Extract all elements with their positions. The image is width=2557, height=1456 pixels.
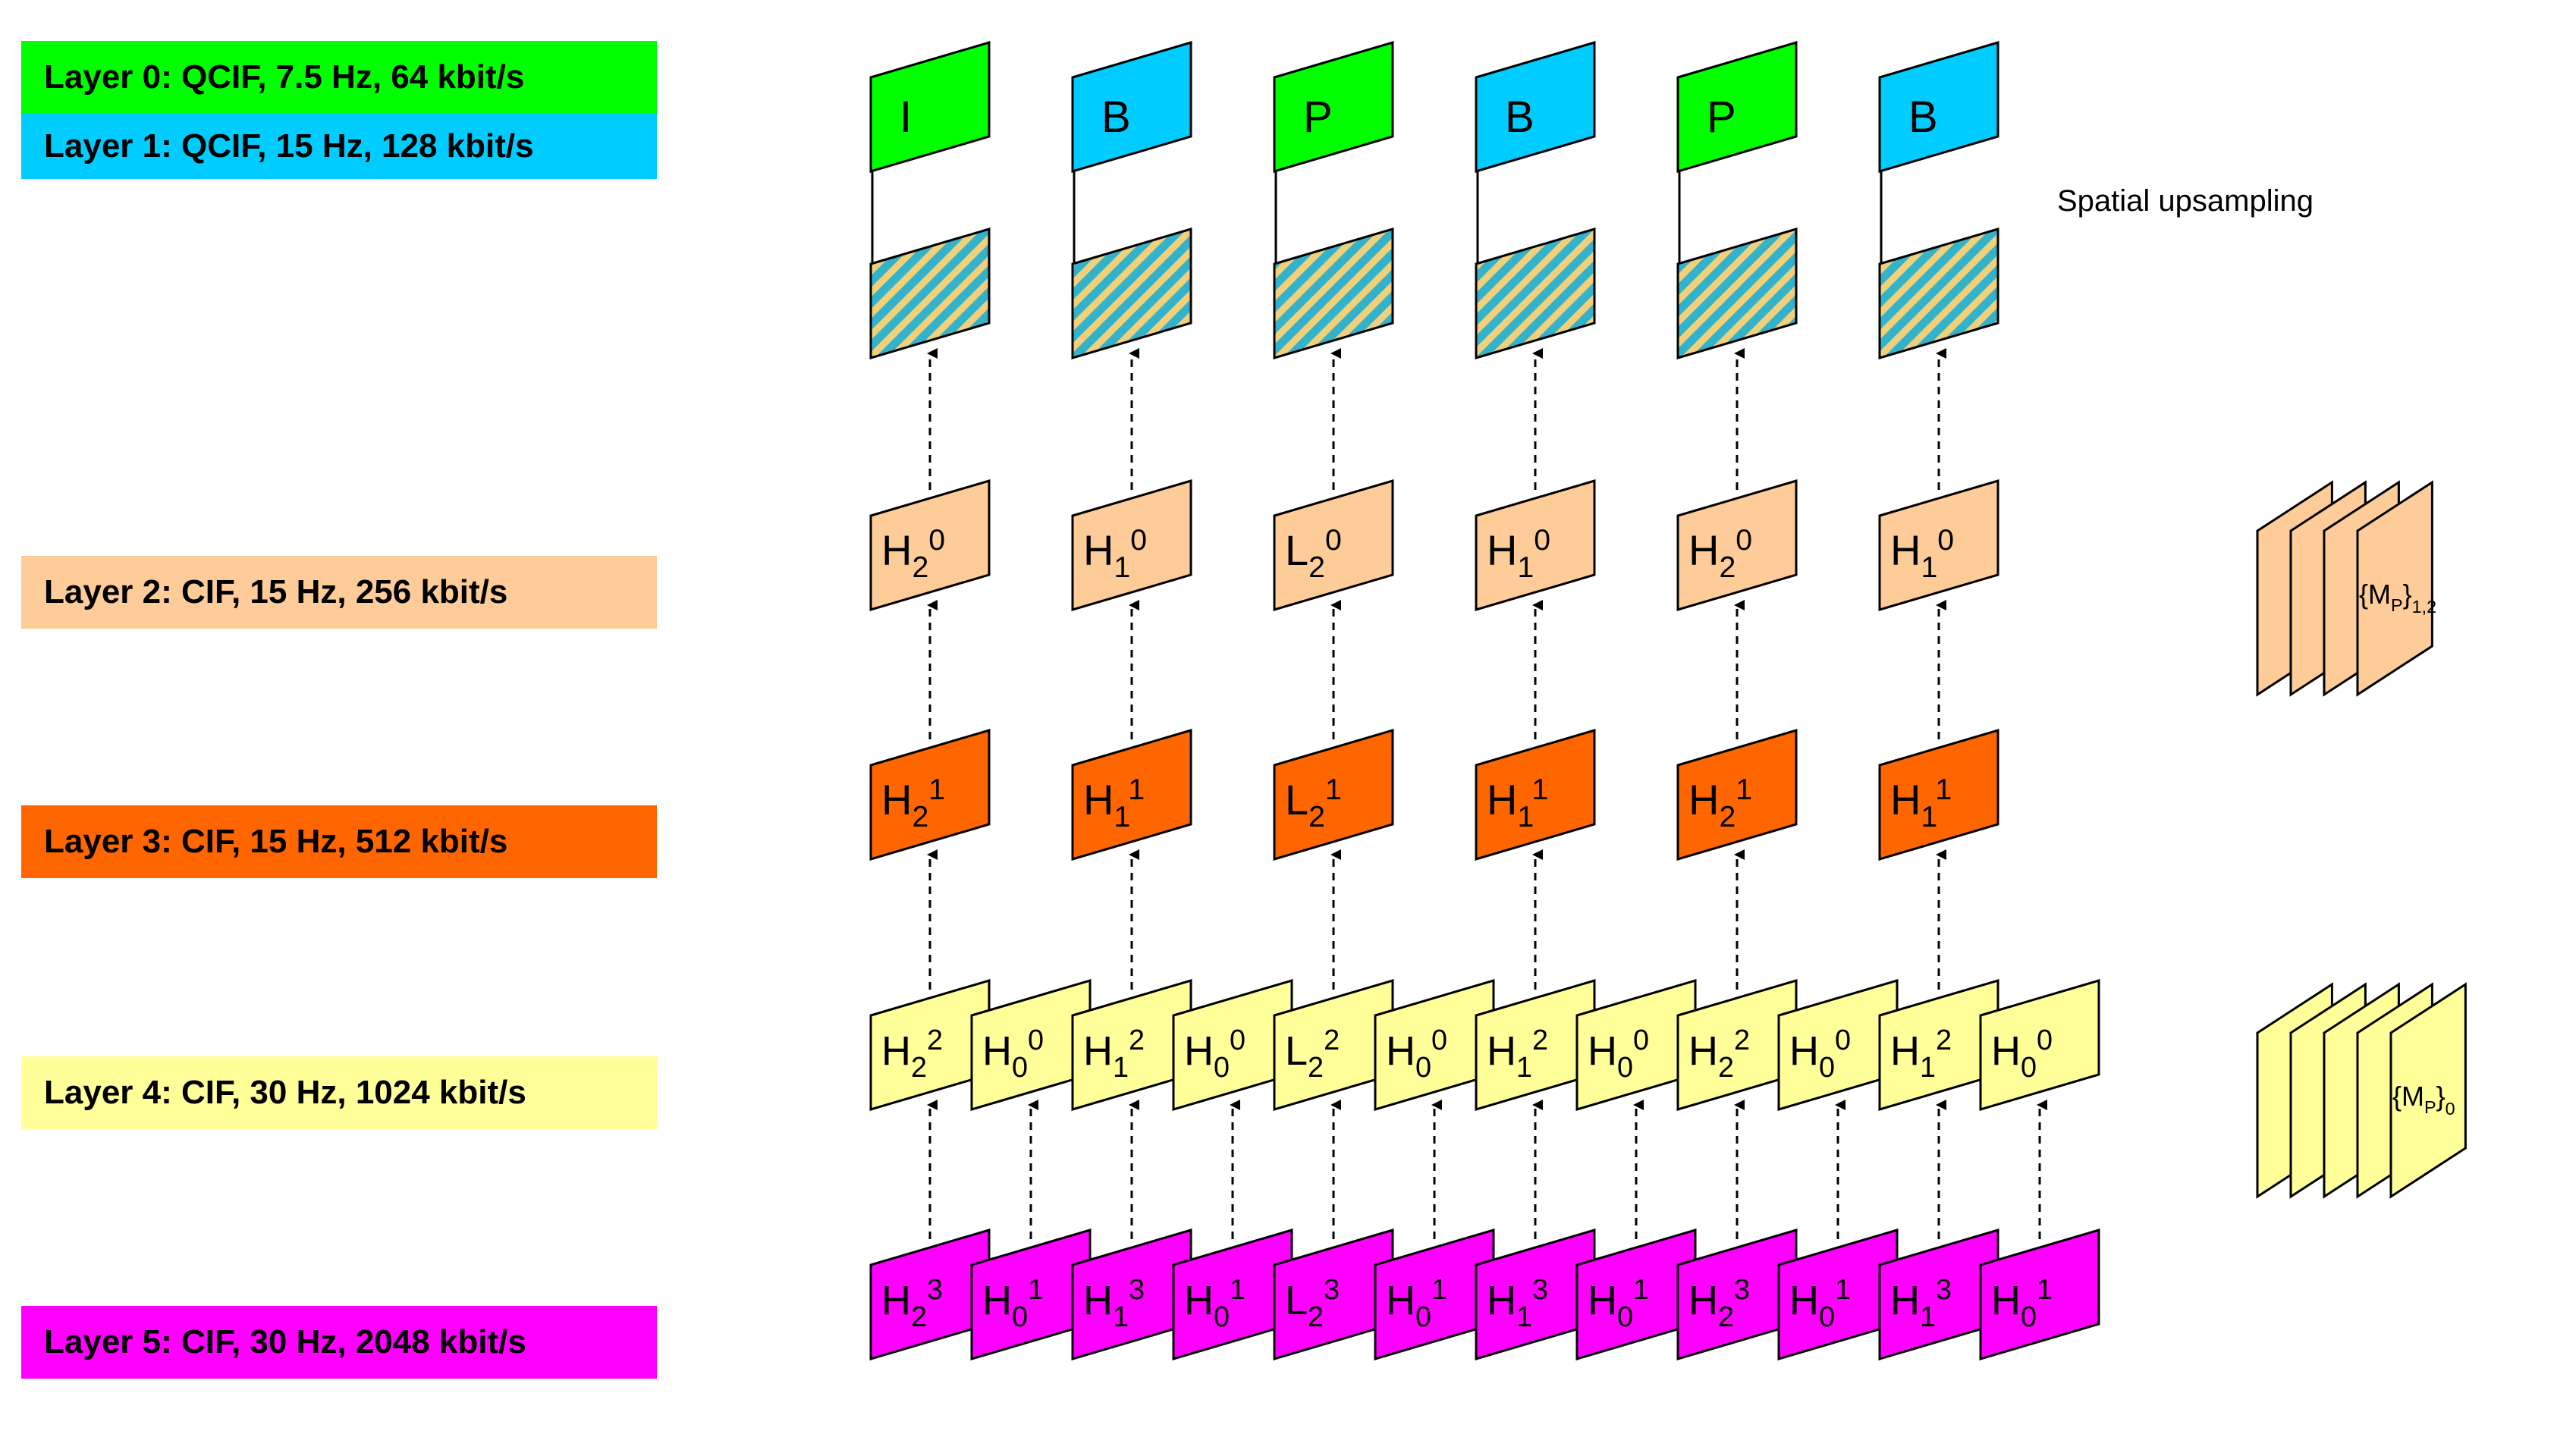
layer2-frame-label-5: H10 xyxy=(1890,524,1954,584)
layer3-frame-label-4: H21 xyxy=(1688,774,1752,833)
layer5-frame-label-4: L23 xyxy=(1285,1274,1340,1333)
layer4-frame-label-2: H12 xyxy=(1083,1025,1145,1084)
motion-stack-0-sheet-3 xyxy=(2356,480,2433,697)
layer4-frame-label-8: H22 xyxy=(1688,1025,1750,1084)
layer4-frame-11 xyxy=(1979,978,2100,1112)
layer2-frame-label-2: L20 xyxy=(1285,524,1342,584)
layer3-frame-label-0: H21 xyxy=(881,774,945,833)
layer5-frame-label-8: H23 xyxy=(1688,1274,1750,1333)
layer5-frame-label-2: H13 xyxy=(1083,1274,1145,1333)
layer3-frame-label-5: H11 xyxy=(1890,774,1952,833)
layer3-frame-label-1: H11 xyxy=(1083,774,1145,833)
frames-layer: I B P B P B H20 H10 L20 H10 H20 H10 H21 H11 L21 H11 H21 H… xyxy=(869,40,2100,1361)
qcif-frame-label-4: P xyxy=(1707,93,1736,142)
legend-layer-4: Layer 4: CIF, 30 Hz, 1024 kbit/s xyxy=(21,1056,657,1129)
layer5-frame-label-11: H01 xyxy=(1991,1274,2053,1333)
layer4-frame-label-9: H00 xyxy=(1789,1025,1851,1084)
layer5-frame-label-3: H01 xyxy=(1184,1274,1246,1333)
arrows-layer xyxy=(869,168,2047,1239)
layer2-frame-1 xyxy=(1071,479,1192,612)
motion-stack-label-1: {MP}0 xyxy=(2392,1081,2455,1119)
qcif-frame-label-2: P xyxy=(1303,93,1333,142)
layer5-frame-label-1: H01 xyxy=(982,1274,1044,1333)
layer2-frame-label-4: H20 xyxy=(1688,524,1752,584)
motion-stacks-layer: {MP}1,2 {MP}0 xyxy=(2256,480,2467,1199)
layer3-frame-label-3: H11 xyxy=(1487,774,1548,833)
legend-layer-1: Layer 1: QCIF, 15 Hz, 128 kbit/s xyxy=(21,114,657,179)
motion-stack-1: {MP}0 xyxy=(2256,982,2467,1199)
layer3-frame-4 xyxy=(1676,728,1798,861)
layer3-frame-3 xyxy=(1475,728,1596,861)
layer5-frame-label-7: H01 xyxy=(1588,1274,1649,1333)
layer4-frame-label-3: H00 xyxy=(1184,1025,1246,1084)
layer5-frame-11 xyxy=(1979,1228,2100,1361)
layer3-frame-1 xyxy=(1071,728,1192,861)
layer2-frame-2 xyxy=(1273,479,1394,612)
qcif-frame-label-1: B xyxy=(1101,93,1131,142)
layer2-frame-3 xyxy=(1475,479,1596,612)
layer4-frame-label-7: H00 xyxy=(1588,1025,1649,1084)
qcif-frame-0 xyxy=(869,40,991,174)
motion-stack-0: {MP}1,2 xyxy=(2256,480,2436,697)
layer2-frame-4 xyxy=(1676,479,1798,612)
layer4-frame-label-11: H00 xyxy=(1991,1025,2053,1084)
legend-layer-0: Layer 0: QCIF, 7.5 Hz, 64 kbit/s xyxy=(21,41,657,114)
layer4-frame-label-1: H00 xyxy=(982,1025,1044,1084)
layer3-frame-2 xyxy=(1273,728,1394,861)
legend-layer-3: Layer 3: CIF, 15 Hz, 512 kbit/s xyxy=(21,805,657,878)
layer4-frame-label-5: H00 xyxy=(1386,1025,1447,1084)
upsampled-frame-0 xyxy=(869,227,991,360)
layer4-frame-label-6: H12 xyxy=(1487,1025,1548,1084)
layer3-frame-label-2: L21 xyxy=(1285,774,1342,833)
layer2-frame-label-1: H10 xyxy=(1083,524,1147,584)
qcif-frame-2 xyxy=(1273,40,1394,174)
layer4-frame-label-4: L22 xyxy=(1285,1025,1340,1084)
legend-layer-5: Layer 5: CIF, 30 Hz, 2048 kbit/s xyxy=(21,1306,657,1379)
layer5-frame-label-6: H13 xyxy=(1487,1274,1548,1333)
layer5-frame-label-9: H01 xyxy=(1789,1274,1851,1333)
spatial-upsampling-label: Spatial upsampling xyxy=(2057,184,2314,218)
qcif-frame-4 xyxy=(1676,40,1798,174)
layer5-frame-label-5: H01 xyxy=(1386,1274,1447,1333)
layer2-frame-0 xyxy=(869,479,991,612)
qcif-frame-label-3: B xyxy=(1505,93,1535,142)
upsampled-frame-1 xyxy=(1071,227,1192,360)
layer5-frame-label-0: H23 xyxy=(881,1274,943,1333)
upsampled-frame-5 xyxy=(1878,227,1999,360)
layer5-frame-label-10: H13 xyxy=(1890,1274,1952,1333)
qcif-frame-1 xyxy=(1071,40,1192,174)
qcif-frame-3 xyxy=(1475,40,1596,174)
upsampled-frame-2 xyxy=(1273,227,1394,360)
upsampled-frame-3 xyxy=(1475,227,1596,360)
motion-stack-1-sheet-4 xyxy=(2389,982,2467,1199)
qcif-frame-label-5: B xyxy=(1908,93,1938,142)
layer2-frame-5 xyxy=(1878,479,1999,612)
qcif-frame-label-0: I xyxy=(900,93,912,142)
layer2-frame-label-3: H10 xyxy=(1487,524,1550,584)
layer4-frame-label-0: H22 xyxy=(881,1025,943,1084)
upsampled-frame-4 xyxy=(1676,227,1798,360)
motion-stack-label-0: {MP}1,2 xyxy=(2359,579,2436,617)
legend-layer-2: Layer 2: CIF, 15 Hz, 256 kbit/s xyxy=(21,556,657,629)
layer4-frame-label-10: H12 xyxy=(1890,1025,1952,1084)
layer2-frame-label-0: H20 xyxy=(881,524,945,584)
layer3-frame-5 xyxy=(1878,728,1999,861)
qcif-frame-5 xyxy=(1878,40,1999,174)
layer3-frame-0 xyxy=(869,728,991,861)
